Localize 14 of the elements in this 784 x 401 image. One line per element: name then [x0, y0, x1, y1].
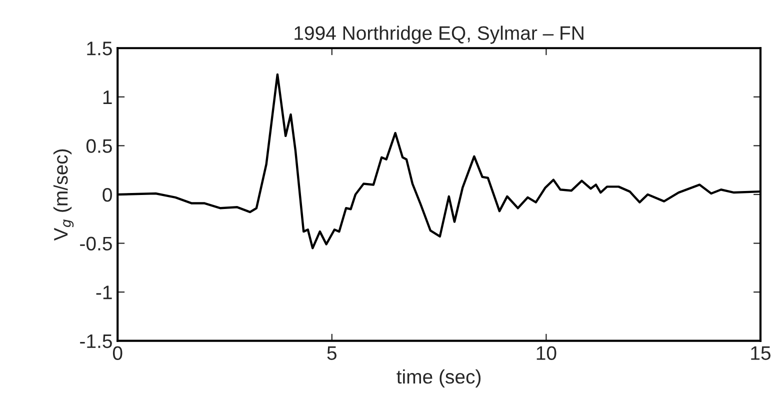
y-tick-label: 0.5: [86, 139, 112, 153]
y-tick-label: -1.5: [80, 334, 112, 348]
y-axis-title: V$_{g}$ (m/sec): [53, 149, 74, 241]
y-tick-label: 1: [103, 90, 112, 104]
y-tick-label: -0.5: [80, 236, 112, 251]
chart-title: 1994 Northridge EQ, Sylmar – FN: [294, 26, 584, 44]
x-tick-label: 10: [536, 346, 556, 360]
y-tick-label: -1: [96, 286, 112, 300]
x-axis-title: time (sec): [396, 369, 481, 388]
x-tick-label: 5: [327, 346, 336, 360]
y-tick-label: 1.5: [87, 42, 112, 56]
x-tick-label: 15: [751, 346, 770, 360]
y-tick-label: 0: [102, 188, 112, 202]
x-tick-label: 0: [112, 346, 122, 360]
